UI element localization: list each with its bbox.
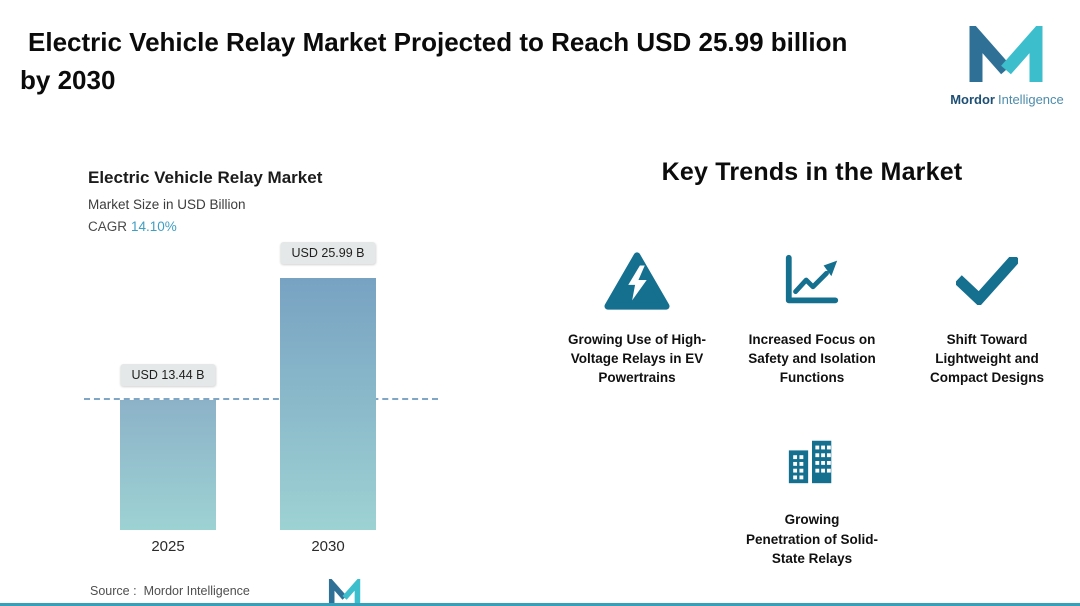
value-label-2030: USD 25.99 B — [280, 242, 376, 264]
brand-name-bold: Mordor — [950, 92, 995, 107]
buildings-icon — [785, 429, 839, 493]
source-brand: Mordor Intelligence — [143, 584, 250, 598]
source-logo-icon — [328, 579, 362, 603]
chart-subtitle: Market Size in USD Billion — [88, 197, 246, 212]
key-trends-heading: Key Trends in the Market — [661, 158, 963, 186]
mordor-intelligence-logo-icon — [955, 18, 1059, 86]
trend-item-solid-state: Growing Penetration of Solid-State Relay… — [731, 429, 893, 567]
high-voltage-warning-icon — [604, 249, 670, 313]
page-title-line1: Electric Vehicle Relay Market Projected … — [28, 27, 848, 57]
x-tick-2025: 2025 — [151, 538, 185, 555]
page-title-line2: by 2030 — [20, 64, 116, 95]
trend-item-lightweight-compact: Shift Toward Lightweight and Compact Des… — [906, 249, 1068, 387]
x-tick-2030: 2030 — [311, 538, 345, 555]
chart-cagr: CAGR 14.10% — [88, 219, 428, 234]
key-trends-section: Key Trends in the Market Growing Use of … — [556, 158, 1068, 568]
brand-name-light: Intelligence — [998, 92, 1064, 107]
cagr-label: CAGR — [88, 219, 128, 234]
cagr-value: 14.10% — [131, 219, 177, 234]
bottom-accent-line — [0, 603, 1080, 606]
source-label: Source : — [90, 584, 137, 598]
dashed-guide-line — [84, 398, 438, 400]
bar-plot-area: USD 13.44 B USD 25.99 B 2025 2030 — [84, 242, 438, 555]
value-label-2025: USD 13.44 B — [120, 364, 216, 386]
chart-title: Electric Vehicle Relay Market — [88, 168, 323, 187]
trend-row: Growing Use of High-Voltage Relays in EV… — [556, 249, 1068, 387]
source-row: Source : Mordor Intelligence — [90, 579, 362, 603]
checkmark-icon — [956, 249, 1018, 313]
growth-chart-icon — [782, 249, 842, 313]
market-size-chart: Electric Vehicle Relay Market Market Siz… — [84, 168, 438, 555]
trend-label: Growing Penetration of Solid-State Relay… — [746, 512, 879, 566]
bar-2030 — [280, 278, 376, 530]
trend-label: Shift Toward Lightweight and Compact Des… — [929, 332, 1045, 386]
brand-name: Mordor Intelligence — [946, 92, 1068, 107]
page-title: Electric Vehicle Relay Market Projected … — [20, 24, 847, 99]
trend-label: Increased Focus on Safety and Isolation … — [748, 332, 876, 386]
trend-item-safety-isolation: Increased Focus on Safety and Isolation … — [731, 249, 893, 387]
bar-2025 — [120, 400, 216, 530]
brand-logo-block: Mordor Intelligence — [946, 18, 1068, 107]
trend-label: Growing Use of High-Voltage Relays in EV… — [568, 332, 706, 386]
trend-item-high-voltage: Growing Use of High-Voltage Relays in EV… — [556, 249, 718, 387]
